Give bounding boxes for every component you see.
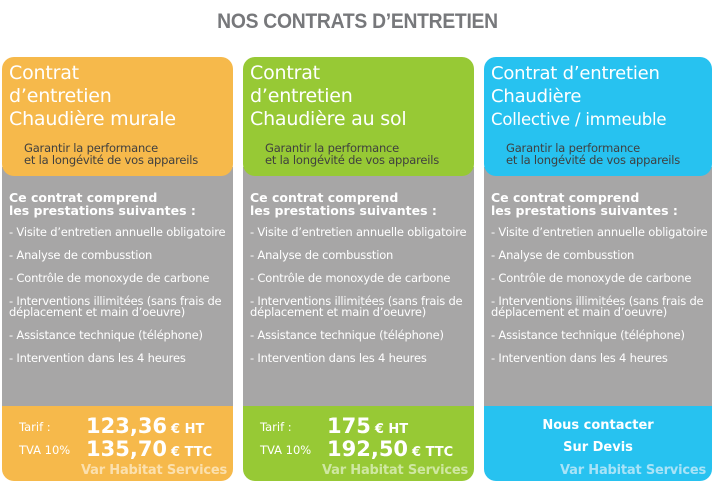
intro-line: Ce contrat comprend	[491, 190, 640, 205]
list-item: - Intervention dans les 4 heures	[491, 351, 668, 365]
card-title: Contrat d’entretien Chaudière Collective…	[491, 62, 667, 131]
amount-value: 192,50	[327, 437, 409, 461]
title-line: Chaudière au sol	[250, 108, 407, 130]
list-item: - Analyse de combusstion	[491, 248, 635, 262]
card-header: Contrat d’entretien Chaudière Collective…	[484, 57, 712, 176]
price-amount: 175 € HT	[327, 414, 408, 438]
price-amount: 192,50 € TTC	[327, 437, 453, 461]
page-title: NOS CONTRATS D’ENTRETIEN	[217, 10, 498, 33]
title-line: Contrat	[9, 62, 79, 84]
list-item: - Visite d’entretien annuelle obligatoir…	[250, 225, 467, 239]
card-title: Contrat d’entretien Chaudière murale	[9, 62, 176, 131]
services-list: - Visite d’entretien annuelle obligatoir…	[9, 225, 229, 376]
subtitle-line: Garantir la performance	[506, 141, 641, 155]
subtitle-line: et la longévité de vos appareils	[24, 153, 199, 167]
intro-line: les prestations suivantes :	[491, 203, 678, 218]
title-line: Collective / immeuble	[491, 110, 667, 129]
quote-line: Sur Devis	[563, 440, 633, 455]
card-intro: Ce contrat comprend les prestations suiv…	[9, 191, 196, 217]
price-label: TVA 10%	[19, 443, 71, 457]
list-item: - Contrôle de monoxyde de carbone	[491, 271, 692, 285]
price-ht: Tarif : 175 € HT	[243, 414, 474, 438]
title-line: Contrat	[250, 62, 320, 84]
price-unit: € HT	[171, 422, 205, 437]
price-unit: € TTC	[412, 445, 454, 460]
list-item: - Interventions illimitées (sans frais d…	[9, 294, 222, 319]
intro-line: les prestations suivantes :	[9, 203, 196, 218]
intro-line: les prestations suivantes :	[250, 203, 437, 218]
subtitle-line: et la longévité de vos appareils	[506, 153, 681, 167]
amount-value: 123,36	[86, 414, 168, 438]
card-subtitle: Garantir la performance et la longévité …	[265, 142, 439, 166]
title-line: Contrat d’entretien	[491, 63, 660, 84]
title-line: Chaudière	[491, 86, 582, 107]
price-amount: 135,70 € TTC	[86, 437, 212, 461]
list-item: - Analyse de combusstion	[9, 248, 153, 262]
intro-line: Ce contrat comprend	[250, 190, 399, 205]
services-list: - Visite d’entretien annuelle obligatoir…	[250, 225, 470, 376]
brand-label: Var Habitat Services	[81, 463, 227, 478]
title-line: d’entretien	[250, 85, 353, 107]
amount-value: 135,70	[86, 437, 168, 461]
list-item: - Interventions illimitées (sans frais d…	[491, 294, 704, 319]
list-item: - Visite d’entretien annuelle obligatoir…	[491, 225, 708, 239]
price-ttc: TVA 10% 192,50 € TTC	[243, 437, 474, 461]
price-amount: 123,36 € HT	[86, 414, 204, 438]
brand-label: Var Habitat Services	[322, 463, 468, 478]
subtitle-line: et la longévité de vos appareils	[265, 153, 440, 167]
price-label: Tarif :	[19, 420, 51, 434]
contract-card-collective-boiler: Ce contrat comprend les prestations suiv…	[484, 57, 712, 481]
card-footer: Nous contacter Sur Devis Var Habitat Ser…	[484, 406, 712, 481]
price-label: Tarif :	[260, 420, 292, 434]
card-header: Contrat d’entretien Chaudière au sol Gar…	[243, 57, 474, 176]
list-item: - Assistance technique (téléphone)	[250, 328, 444, 342]
list-item: - Contrôle de monoxyde de carbone	[250, 271, 451, 285]
list-item: - Analyse de combusstion	[250, 248, 394, 262]
amount-value: 175	[327, 414, 371, 438]
card-footer: Tarif : 175 € HT TVA 10% 192,50 € TTC Var …	[243, 406, 474, 481]
contact-line[interactable]: Nous contacter	[542, 418, 654, 433]
card-header: Contrat d’entretien Chaudière murale Gar…	[2, 57, 233, 176]
list-item: - Intervention dans les 4 heures	[250, 351, 427, 365]
list-item: - Assistance technique (téléphone)	[9, 328, 203, 342]
services-list: - Visite d’entretien annuelle obligatoir…	[491, 225, 708, 376]
card-subtitle: Garantir la performance et la longévité …	[506, 142, 680, 166]
title-line: d’entretien	[9, 85, 112, 107]
price-label: TVA 10%	[260, 443, 312, 457]
subtitle-line: Garantir la performance	[24, 141, 159, 155]
price-ttc: TVA 10% 135,70 € TTC	[2, 437, 233, 461]
price-unit: € HT	[374, 422, 409, 437]
intro-line: Ce contrat comprend	[9, 190, 158, 205]
title-line: Chaudière murale	[9, 108, 176, 130]
card-intro: Ce contrat comprend les prestations suiv…	[491, 191, 678, 217]
list-item: - Contrôle de monoxyde de carbone	[9, 271, 210, 285]
card-subtitle: Garantir la performance et la longévité …	[24, 142, 198, 166]
list-item: - Visite d’entretien annuelle obligatoir…	[9, 225, 226, 239]
card-title: Contrat d’entretien Chaudière au sol	[250, 62, 407, 131]
price-ht: Tarif : 123,36 € HT	[2, 414, 233, 438]
card-footer: Tarif : 123,36 € HT TVA 10% 135,70 € TTC V…	[2, 406, 233, 481]
list-item: - Intervention dans les 4 heures	[9, 351, 186, 365]
list-item: - Assistance technique (téléphone)	[491, 328, 685, 342]
brand-label: Var Habitat Services	[560, 463, 706, 478]
contract-card-floor-boiler: Ce contrat comprend les prestations suiv…	[243, 57, 474, 481]
list-item: - Interventions illimitées (sans frais d…	[250, 294, 463, 319]
contract-card-wall-boiler: Ce contrat comprend les prestations suiv…	[2, 57, 233, 481]
card-intro: Ce contrat comprend les prestations suiv…	[250, 191, 437, 217]
subtitle-line: Garantir la performance	[265, 141, 400, 155]
price-unit: € TTC	[171, 445, 213, 460]
